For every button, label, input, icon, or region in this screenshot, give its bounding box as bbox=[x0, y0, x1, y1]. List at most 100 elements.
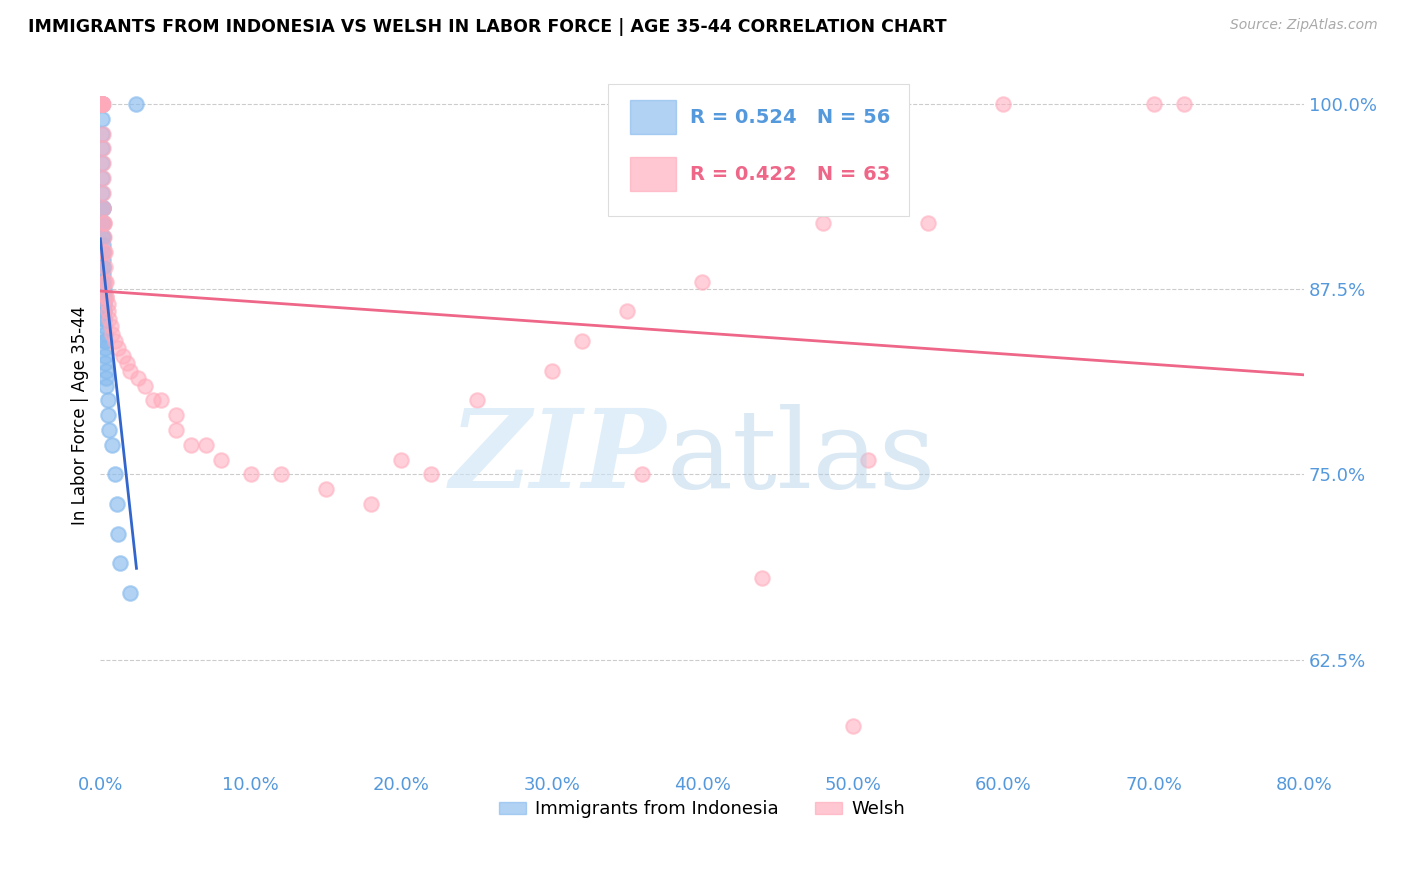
Text: R = 0.524   N = 56: R = 0.524 N = 56 bbox=[690, 109, 890, 128]
Point bbox=[751, 571, 773, 585]
Point bbox=[98, 311, 121, 326]
Point bbox=[96, 290, 118, 304]
Point bbox=[93, 290, 115, 304]
Point bbox=[239, 467, 262, 482]
Point bbox=[107, 342, 129, 356]
Point bbox=[94, 275, 117, 289]
Point bbox=[91, 97, 114, 112]
Point bbox=[104, 334, 127, 348]
Point bbox=[93, 311, 115, 326]
Point bbox=[1142, 97, 1164, 112]
Point bbox=[194, 438, 217, 452]
Point bbox=[91, 141, 114, 155]
Point bbox=[209, 452, 232, 467]
Point bbox=[93, 282, 115, 296]
Point bbox=[991, 97, 1014, 112]
Point bbox=[111, 349, 134, 363]
Point bbox=[91, 97, 114, 112]
Point bbox=[94, 364, 117, 378]
Point bbox=[841, 719, 863, 733]
Text: ZIP: ZIP bbox=[450, 404, 666, 511]
Point bbox=[93, 230, 115, 244]
Point bbox=[91, 237, 114, 252]
Point bbox=[93, 171, 115, 186]
Point bbox=[856, 452, 879, 467]
Point bbox=[90, 97, 112, 112]
FancyBboxPatch shape bbox=[630, 100, 676, 135]
Point bbox=[142, 393, 165, 408]
Point bbox=[96, 378, 118, 392]
Point bbox=[465, 393, 488, 408]
Point bbox=[91, 245, 114, 260]
Point bbox=[94, 349, 117, 363]
FancyBboxPatch shape bbox=[609, 85, 910, 216]
Point bbox=[91, 156, 114, 170]
Point bbox=[91, 186, 114, 200]
Point bbox=[90, 97, 112, 112]
Text: Source: ZipAtlas.com: Source: ZipAtlas.com bbox=[1230, 18, 1378, 32]
Point bbox=[91, 216, 114, 230]
Point bbox=[420, 467, 443, 482]
Point bbox=[94, 334, 117, 348]
Point bbox=[107, 526, 129, 541]
Point bbox=[93, 268, 115, 282]
Point bbox=[90, 97, 112, 112]
Point bbox=[98, 423, 121, 437]
Point bbox=[120, 364, 142, 378]
Point bbox=[91, 201, 114, 215]
Point bbox=[93, 311, 115, 326]
Point bbox=[93, 201, 115, 215]
Point bbox=[93, 245, 115, 260]
Point bbox=[90, 97, 112, 112]
Point bbox=[91, 252, 114, 267]
Point bbox=[97, 393, 120, 408]
Point bbox=[93, 297, 115, 311]
Point bbox=[125, 97, 148, 112]
Point bbox=[94, 245, 117, 260]
Point bbox=[90, 97, 112, 112]
Point bbox=[91, 230, 114, 244]
Point bbox=[97, 297, 120, 311]
Point bbox=[315, 482, 337, 496]
Point bbox=[91, 156, 114, 170]
Point bbox=[108, 556, 131, 570]
Point bbox=[631, 467, 654, 482]
Text: atlas: atlas bbox=[666, 404, 936, 511]
Point bbox=[90, 97, 112, 112]
Point bbox=[165, 423, 187, 437]
Point bbox=[94, 356, 117, 370]
Legend: Immigrants from Indonesia, Welsh: Immigrants from Indonesia, Welsh bbox=[492, 793, 912, 826]
Point bbox=[97, 408, 120, 422]
Point bbox=[91, 230, 114, 244]
Point bbox=[93, 304, 115, 318]
Point bbox=[270, 467, 292, 482]
Point bbox=[180, 438, 202, 452]
FancyBboxPatch shape bbox=[630, 157, 676, 191]
Point bbox=[93, 260, 115, 274]
Point bbox=[100, 319, 122, 334]
Point bbox=[93, 275, 115, 289]
Point bbox=[91, 97, 114, 112]
Point bbox=[917, 216, 939, 230]
Point bbox=[91, 260, 114, 274]
Point bbox=[105, 497, 128, 511]
Point bbox=[101, 438, 124, 452]
Point bbox=[93, 319, 115, 334]
Point bbox=[94, 275, 117, 289]
Point bbox=[101, 326, 124, 341]
Point bbox=[97, 304, 120, 318]
Point bbox=[360, 497, 382, 511]
Point bbox=[93, 326, 115, 341]
Text: IMMIGRANTS FROM INDONESIA VS WELSH IN LABOR FORCE | AGE 35-44 CORRELATION CHART: IMMIGRANTS FROM INDONESIA VS WELSH IN LA… bbox=[28, 18, 946, 36]
Point bbox=[389, 452, 412, 467]
Y-axis label: In Labor Force | Age 35-44: In Labor Force | Age 35-44 bbox=[72, 306, 89, 524]
Point bbox=[93, 297, 115, 311]
Text: R = 0.422   N = 63: R = 0.422 N = 63 bbox=[690, 165, 890, 185]
Point bbox=[1173, 97, 1195, 112]
Point bbox=[91, 127, 114, 141]
Point bbox=[90, 112, 112, 126]
Point bbox=[93, 304, 115, 318]
Point bbox=[811, 216, 834, 230]
Point bbox=[93, 275, 115, 289]
Point bbox=[90, 97, 112, 112]
